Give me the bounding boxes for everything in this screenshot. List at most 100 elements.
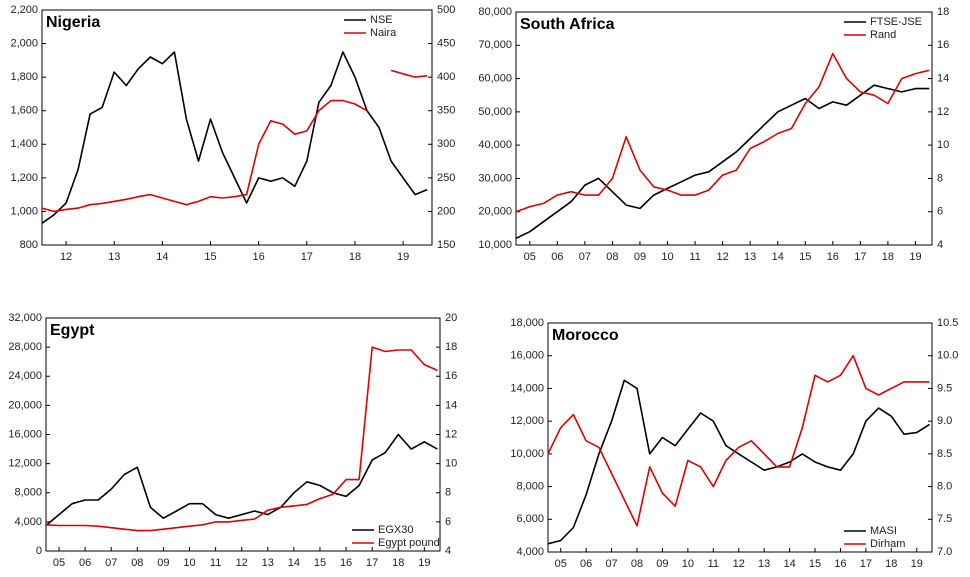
y2-tick-label: 250 [437,172,455,184]
x-tick-label: 17 [301,251,313,263]
y-tick-label: 20,000 [8,399,42,411]
x-tick-label: 05 [524,251,536,263]
y2-tick-label: 4 [937,239,943,251]
x-tick-label: 10 [183,557,195,569]
x-tick-label: 07 [605,558,617,570]
legend-label: Egypt pound [378,537,440,549]
y2-tick-label: 500 [437,4,455,16]
y2-tick-label: 14 [445,399,457,411]
x-tick-label: 15 [204,251,216,263]
x-tick-label: 14 [156,251,168,263]
y-tick-label: 12,000 [8,458,42,470]
x-tick-label: 11 [210,557,221,569]
y2-tick-label: 6 [937,206,943,218]
y2-tick-label: 20 [445,312,457,324]
x-tick-label: 18 [349,251,361,263]
y-tick-label: 4,000 [14,516,42,528]
x-tick-label: 17 [854,251,866,263]
x-tick-label: 12 [60,251,72,263]
plot-frame [45,317,441,552]
y2-tick-label: 150 [437,239,455,251]
y-tick-label: 1,400 [10,138,38,150]
x-tick-label: 16 [834,558,846,570]
x-tick-label: 08 [606,251,618,263]
chart-title: Nigeria [46,14,100,31]
y2-tick-label: 10 [937,139,949,151]
y2-tick-label: 10 [445,458,457,470]
x-tick-label: 18 [885,558,897,570]
y-tick-label: 1,200 [10,172,38,184]
y2-tick-label: 8 [937,172,943,184]
x-tick-label: 17 [366,557,378,569]
y-tick-label: 1,800 [10,71,38,83]
y2-tick-label: 16 [937,39,949,51]
y-tick-label: 2,000 [10,37,38,49]
x-tick-label: 11 [708,558,719,570]
y-tick-label: 14,000 [510,382,544,394]
x-tick-label: 09 [157,557,169,569]
legend-label: FTSE-JSE [870,16,922,28]
y2-tick-label: 18 [445,341,457,353]
legend-label: Naira [370,27,397,39]
x-tick-label: 05 [53,557,65,569]
y2-tick-label: 6 [445,516,451,528]
x-tick-label: 08 [131,557,143,569]
y-tick-label: 70,000 [478,39,512,51]
x-tick-label: 14 [288,557,300,569]
y2-tick-label: 300 [437,138,455,150]
x-tick-label: 08 [631,558,643,570]
y-tick-label: 24,000 [8,370,42,382]
legend-label: EGX30 [378,524,413,536]
y-tick-label: 800 [20,239,38,251]
y-tick-label: 60,000 [478,72,512,84]
y-tick-label: 28,000 [8,341,42,353]
y-tick-label: 16,000 [510,350,544,362]
legend-label: Dirham [870,538,905,550]
legend-label: Rand [870,29,896,41]
legend-label: NSE [370,14,393,26]
y-tick-label: 8,000 [14,487,42,499]
series-line [45,433,438,527]
x-tick-label: 05 [555,558,567,570]
y-tick-label: 40,000 [478,139,512,151]
x-tick-label: 10 [682,558,694,570]
y-tick-label: 0 [36,545,42,557]
x-tick-label: 17 [860,558,872,570]
x-tick-label: 11 [689,251,700,263]
x-tick-label: 15 [809,558,821,570]
x-tick-label: 16 [827,251,839,263]
x-tick-label: 13 [262,557,274,569]
x-tick-label: 06 [580,558,592,570]
y-tick-label: 2,200 [10,4,38,16]
y-tick-label: 1,600 [10,105,38,117]
x-tick-label: 16 [340,557,352,569]
y-tick-label: 12,000 [510,415,544,427]
plot-frame [41,9,433,246]
chart-title: Egypt [50,322,95,339]
x-tick-label: 16 [253,251,265,263]
y2-tick-label: 12 [937,106,949,118]
x-tick-label: 18 [882,251,894,263]
series-line [45,346,438,532]
x-tick-label: 14 [783,558,795,570]
y-tick-label: 50,000 [478,106,512,118]
y-tick-label: 18,000 [510,317,544,329]
y-tick-label: 16,000 [8,428,42,440]
y2-tick-label: 8.5 [937,448,952,460]
y2-tick-label: 7.5 [937,513,952,525]
x-tick-label: 09 [634,251,646,263]
y2-tick-label: 10.5 [937,317,958,329]
x-tick-label: 12 [733,558,745,570]
x-tick-label: 09 [656,558,668,570]
x-tick-label: 13 [108,251,120,263]
y2-tick-label: 9.0 [937,415,952,427]
legend-label: MASI [870,525,897,537]
y-tick-label: 80,000 [478,6,512,18]
x-tick-label: 06 [551,251,563,263]
series-line [515,84,930,240]
y-tick-label: 10,000 [510,448,544,460]
series-line [547,379,930,545]
y2-tick-label: 200 [437,205,455,217]
y-tick-label: 32,000 [8,312,42,324]
x-tick-label: 07 [579,251,591,263]
